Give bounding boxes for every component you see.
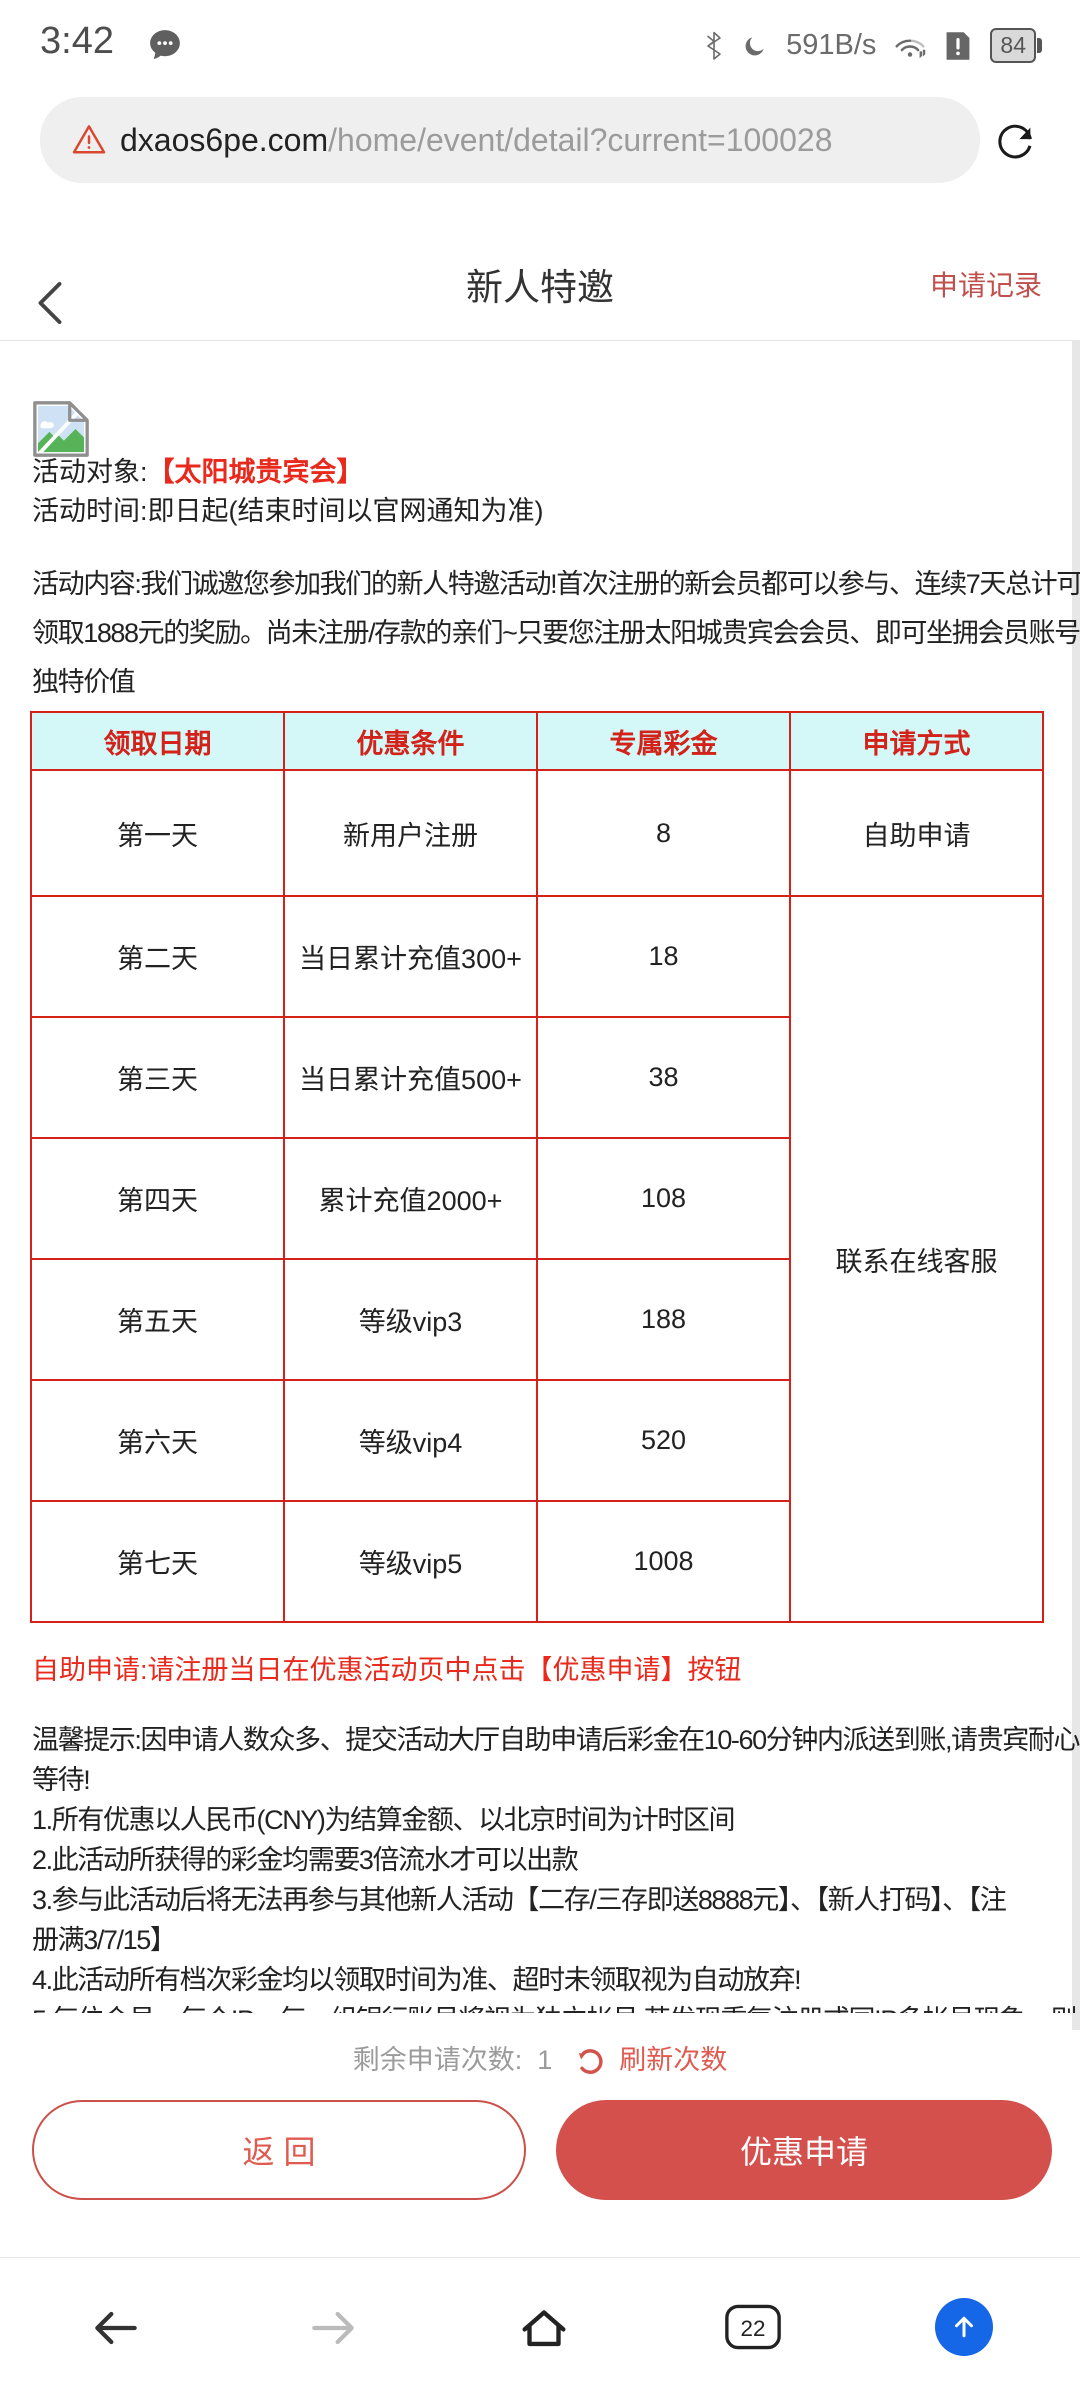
svg-text:22: 22 (741, 2316, 766, 2341)
